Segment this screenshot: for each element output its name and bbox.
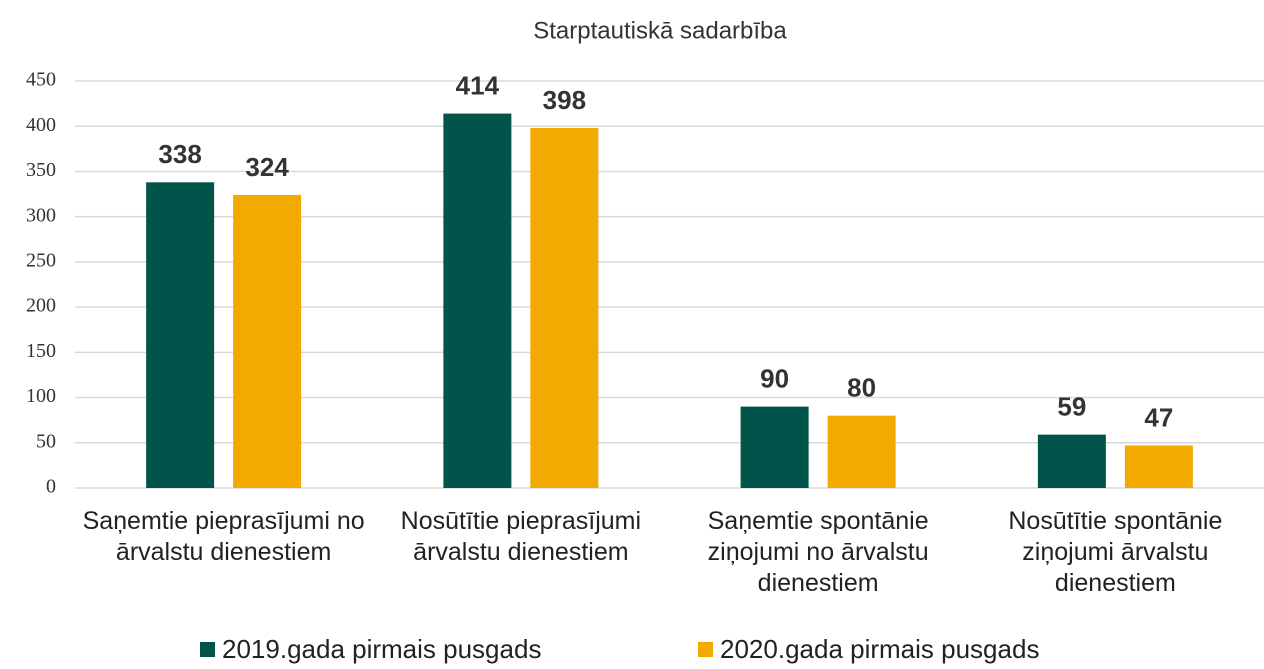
y-tick-label: 250 (26, 249, 56, 271)
y-tick-label: 200 (26, 295, 56, 317)
legend-swatch (698, 642, 713, 657)
y-tick-label: 300 (26, 204, 56, 226)
bar (233, 194, 302, 488)
data-label: 414 (456, 70, 500, 100)
data-label: 59 (1057, 392, 1086, 422)
x-tick-label: Saņemtie spontānie ziņojumi no ārvalstu … (707, 507, 929, 597)
data-label: 80 (847, 373, 876, 403)
bar (1124, 445, 1193, 488)
data-label: 90 (760, 363, 789, 393)
x-tick-label: Nosūtītie pieprasījumi ārvalstu dienesti… (400, 507, 642, 566)
data-label: 47 (1144, 402, 1173, 432)
y-tick-label: 350 (26, 159, 56, 181)
x-tick-label: Saņemtie pieprasījumi no ārvalstu dienes… (82, 507, 365, 566)
bar (827, 415, 896, 488)
y-tick-label: 450 (26, 69, 56, 91)
y-tick-label: 400 (26, 114, 56, 136)
x-tick-label: Nosūtītie spontānie ziņojumi ārvalstu di… (1008, 507, 1223, 597)
data-label: 338 (158, 139, 201, 169)
bar (740, 406, 809, 488)
legend-swatch (200, 642, 215, 657)
y-tick-label: 100 (26, 385, 56, 407)
data-label: 324 (245, 152, 289, 182)
legend-item: 2019.gada pirmais pusgads (200, 634, 541, 665)
bar (530, 128, 599, 488)
chart-title: Starptautiskā sadarbība (533, 17, 787, 44)
legend-label: 2019.gada pirmais pusgads (222, 634, 542, 664)
data-label: 398 (543, 85, 586, 115)
bar (1037, 434, 1106, 488)
bar (146, 182, 215, 488)
y-tick-label: 0 (46, 476, 56, 498)
y-tick-label: 150 (26, 340, 56, 362)
legend-label: 2020.gada pirmais pusgads (720, 634, 1040, 664)
legend-item: 2020.gada pirmais pusgads (698, 634, 1039, 665)
y-tick-label: 50 (36, 430, 56, 452)
bar (443, 113, 512, 488)
